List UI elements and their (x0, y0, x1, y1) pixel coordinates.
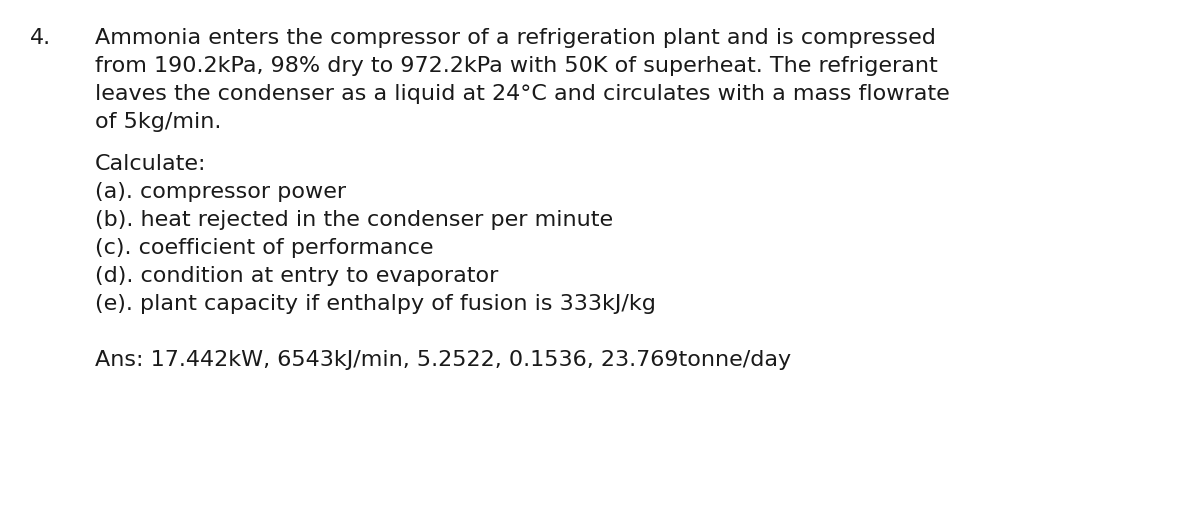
Text: from 190.2kPa, 98% dry to 972.2kPa with 50K of superheat. The refrigerant: from 190.2kPa, 98% dry to 972.2kPa with … (95, 56, 937, 76)
Text: of 5kg/min.: of 5kg/min. (95, 112, 221, 132)
Text: leaves the condenser as a liquid at 24°C and circulates with a mass flowrate: leaves the condenser as a liquid at 24°C… (95, 84, 949, 104)
Text: Ammonia enters the compressor of a refrigeration plant and is compressed: Ammonia enters the compressor of a refri… (95, 28, 936, 48)
Text: Calculate:: Calculate: (95, 154, 206, 174)
Text: Ans: 17.442kW, 6543kJ/min, 5.2522, 0.1536, 23.769tonne/day: Ans: 17.442kW, 6543kJ/min, 5.2522, 0.153… (95, 349, 791, 369)
Text: (b). heat rejected in the condenser per minute: (b). heat rejected in the condenser per … (95, 210, 613, 230)
Text: (e). plant capacity if enthalpy of fusion is 333kJ/kg: (e). plant capacity if enthalpy of fusio… (95, 293, 656, 314)
Text: 4.: 4. (30, 28, 52, 48)
Text: (a). compressor power: (a). compressor power (95, 182, 346, 202)
Text: (d). condition at entry to evaporator: (d). condition at entry to evaporator (95, 266, 498, 286)
Text: (c). coefficient of performance: (c). coefficient of performance (95, 238, 433, 258)
